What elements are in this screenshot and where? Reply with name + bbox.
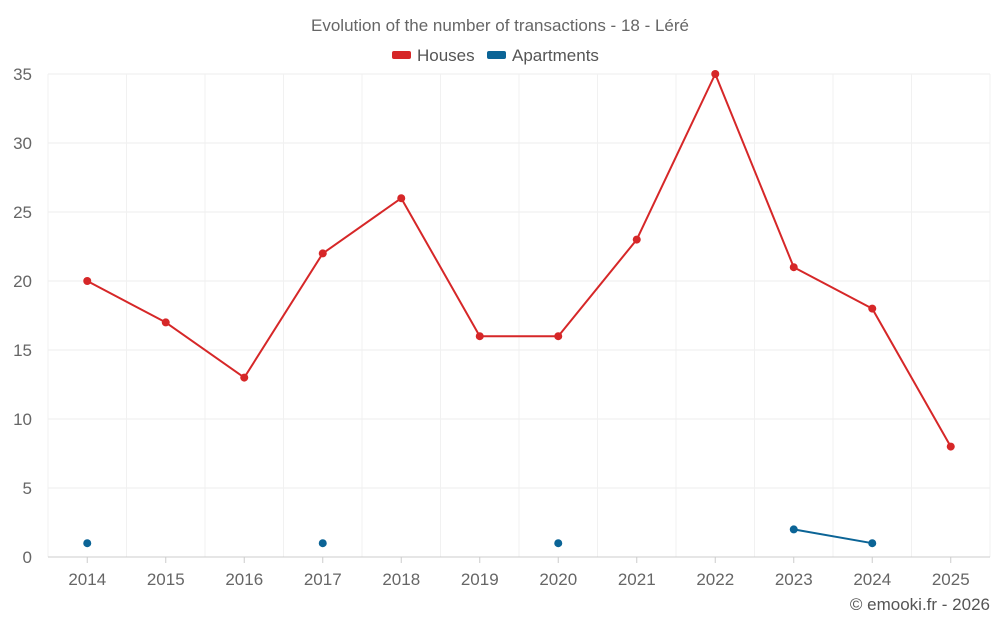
series-apartments	[83, 525, 877, 548]
legend-item-apartments[interactable]: Apartments	[487, 46, 599, 65]
data-point-houses[interactable]	[868, 304, 877, 313]
y-tick-label: 30	[13, 134, 32, 153]
chart-title: Evolution of the number of transactions …	[311, 16, 689, 35]
y-tick-label: 15	[13, 341, 32, 360]
y-tick-label: 10	[13, 410, 32, 429]
x-tick-label: 2022	[696, 570, 734, 589]
data-point-apartments[interactable]	[789, 525, 798, 534]
data-point-apartments[interactable]	[868, 539, 877, 548]
x-tick-label: 2019	[461, 570, 499, 589]
x-tick-label: 2024	[853, 570, 891, 589]
data-point-apartments[interactable]	[318, 539, 327, 548]
credit-text: © emooki.fr - 2026	[850, 595, 990, 614]
data-point-houses[interactable]	[632, 235, 641, 244]
x-tick-label: 2017	[304, 570, 342, 589]
y-tick-label: 5	[23, 479, 32, 498]
legend: Houses Apartments	[392, 46, 599, 65]
x-tick-label: 2015	[147, 570, 185, 589]
y-tick-label: 25	[13, 203, 32, 222]
series-layer	[83, 70, 955, 548]
x-tick-label: 2018	[382, 570, 420, 589]
x-tick-label: 2023	[775, 570, 813, 589]
data-point-houses[interactable]	[161, 318, 170, 327]
y-tick-label: 35	[13, 65, 32, 84]
series-line-apartments	[793, 528, 873, 545]
legend-label-apartments: Apartments	[512, 46, 599, 65]
legend-label-houses: Houses	[417, 46, 475, 65]
legend-item-houses[interactable]: Houses	[392, 46, 475, 65]
x-tick-label: 2014	[68, 570, 106, 589]
x-tick-label: 2016	[225, 570, 263, 589]
legend-swatch-apartments	[487, 51, 506, 59]
data-point-houses[interactable]	[475, 332, 484, 341]
grid	[47, 73, 991, 557]
data-point-houses[interactable]	[789, 263, 798, 272]
data-point-apartments[interactable]	[554, 539, 563, 548]
data-point-apartments[interactable]	[83, 539, 92, 548]
data-point-houses[interactable]	[711, 70, 720, 78]
y-tick-label: 20	[13, 272, 32, 291]
x-axis-ticks: 2014 2015 2016 2017 2018 2019 2020 2021 2022 2023…	[68, 557, 970, 589]
x-tick-label: 2021	[618, 570, 656, 589]
series-houses	[83, 70, 955, 451]
legend-swatch-houses	[392, 51, 411, 59]
data-point-houses[interactable]	[397, 194, 406, 203]
data-point-houses[interactable]	[554, 332, 563, 341]
data-point-houses[interactable]	[318, 249, 327, 258]
series-line-houses	[86, 73, 952, 448]
y-tick-label: 0	[23, 548, 32, 567]
x-tick-label: 2025	[932, 570, 970, 589]
data-point-houses[interactable]	[240, 373, 249, 382]
x-tick-label: 2020	[539, 570, 577, 589]
data-point-houses[interactable]	[946, 442, 955, 451]
data-point-houses[interactable]	[83, 277, 92, 285]
y-axis-ticks: 0 5 10 15 20 25 30 35	[13, 65, 32, 567]
